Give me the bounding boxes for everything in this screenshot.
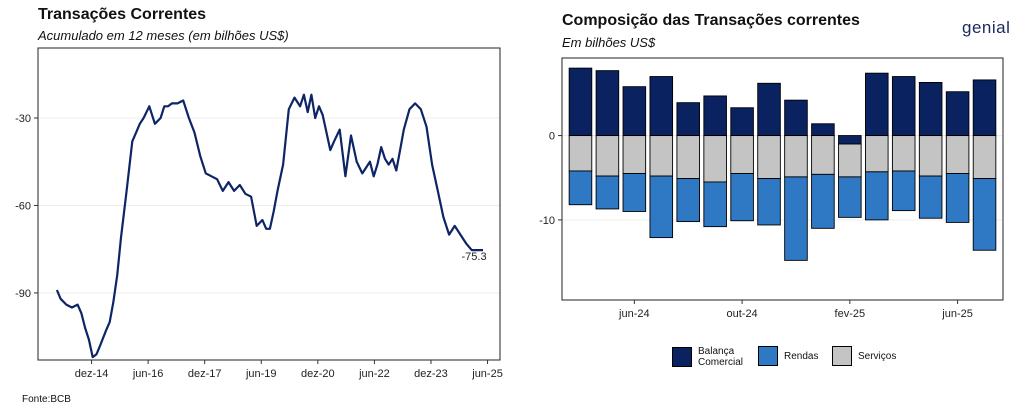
bar-rendas-jul-24	[649, 175, 674, 239]
bar-rendas-mar-25	[865, 171, 889, 221]
source-note: Fonte:BCB	[22, 394, 71, 405]
right-y-tick-label: 0	[549, 131, 555, 143]
left-x-tick-label: jun-25	[471, 368, 503, 380]
bar-rendas-mai-24	[595, 175, 620, 210]
bar-balanca-out-24	[730, 107, 754, 137]
bar-rendas-jan-25	[811, 173, 835, 229]
bar-servicos-dez-24	[784, 135, 808, 178]
bar-servicos-jun-24	[622, 135, 647, 174]
bar-balanca-nov-24	[757, 82, 781, 137]
right-x-tick-label: jun-25	[941, 308, 973, 320]
bar-servicos-jul-25	[972, 135, 997, 180]
legend-item-rendas: Rendas	[758, 346, 818, 366]
bar-balanca-set-24	[703, 95, 727, 137]
bar-rendas-out-24	[730, 173, 754, 222]
bar-rendas-dez-24	[784, 176, 808, 261]
bar-rendas-ago-24	[676, 178, 700, 223]
right-chart-title: Composição das Transações correntes	[562, 12, 860, 29]
left-y-tick-label: -60	[15, 200, 31, 212]
legend-swatch-balanca	[672, 347, 692, 367]
bar-rendas-jun-25	[945, 173, 970, 223]
left-y-tick-label: -90	[15, 288, 31, 300]
bar-servicos-nov-24	[757, 135, 781, 180]
bar-rendas-abr-25	[891, 170, 916, 212]
bar-balanca-mar-25	[865, 72, 889, 137]
bar-servicos-mai-25	[918, 135, 943, 177]
bar-servicos-abr-24	[568, 135, 593, 172]
legend-item-balanca: Balança Comercial	[672, 346, 752, 368]
bar-servicos-out-24	[730, 135, 754, 174]
bar-balanca-jan-25	[811, 123, 835, 137]
bar-servicos-jan-25	[811, 135, 835, 175]
bar-balanca-mai-24	[595, 70, 620, 137]
bar-servicos-mar-25	[865, 135, 889, 173]
bar-servicos-jun-25	[945, 135, 970, 174]
bar-servicos-fev-25	[838, 143, 862, 178]
bar-rendas-abr-24	[568, 170, 593, 206]
legend-label-balanca: Balança Comercial	[698, 346, 744, 368]
left-x-tick-label: dez-17	[188, 368, 222, 380]
legend-label-rendas: Rendas	[784, 350, 819, 362]
legend-swatch-servicos	[832, 346, 852, 366]
bar-balanca-abr-24	[568, 67, 593, 137]
bar-balanca-dez-24	[784, 99, 808, 137]
left-x-tick-label: jun-22	[358, 368, 390, 380]
right-chart-subtitle: Em bilhões US$	[562, 35, 656, 50]
series-line-transacoes	[55, 93, 483, 359]
last-value-annotation: -75.3	[462, 251, 487, 263]
bar-rendas-set-24	[703, 181, 727, 228]
bar-servicos-set-24	[703, 135, 727, 183]
bar-rendas-jul-25	[972, 178, 997, 251]
bar-servicos-ago-24	[676, 135, 700, 180]
legend-label-servicos: Serviços	[858, 350, 897, 362]
left-x-tick-label: dez-14	[75, 368, 109, 380]
left-y-tick-label: -30	[15, 113, 31, 125]
bar-balanca-jul-25	[972, 79, 997, 137]
bar-balanca-fev-25	[838, 135, 862, 145]
left-x-tick-label: jun-19	[245, 368, 277, 380]
bar-servicos-jul-24	[649, 135, 674, 177]
legend-item-servicos: Serviços	[832, 346, 896, 366]
bar-rendas-jun-24	[622, 173, 647, 212]
bar-balanca-abr-25	[891, 76, 916, 137]
bar-balanca-ago-24	[676, 102, 700, 137]
bar-balanca-jun-24	[622, 86, 647, 137]
right-x-tick-label: fev-25	[835, 308, 866, 320]
left-plot-frame	[37, 47, 501, 361]
right-x-tick-label: jun-24	[618, 308, 650, 320]
bar-rendas-nov-24	[757, 178, 781, 226]
left-chart-subtitle: Acumulado em 12 meses (em bilhões US$)	[38, 28, 289, 43]
right-y-tick-label: -10	[539, 215, 555, 227]
bar-balanca-mai-25	[918, 82, 943, 137]
bar-rendas-fev-25	[838, 176, 862, 218]
bar-balanca-jul-24	[649, 76, 674, 137]
left-x-tick-label: jun-16	[132, 368, 164, 380]
right-x-tick-label: out-24	[726, 308, 757, 320]
bar-servicos-mai-24	[595, 135, 620, 177]
legend-swatch-rendas	[758, 346, 778, 366]
right-plot-frame	[561, 57, 1004, 301]
bar-balanca-jun-25	[945, 91, 970, 137]
bar-rendas-mai-25	[918, 175, 943, 219]
left-x-tick-label: dez-20	[301, 368, 335, 380]
bar-servicos-abr-25	[891, 135, 916, 172]
genial-logo: genial	[962, 18, 1011, 37]
left-x-tick-label: dez-23	[414, 368, 448, 380]
left-chart-title: Transações Correntes	[38, 6, 207, 23]
